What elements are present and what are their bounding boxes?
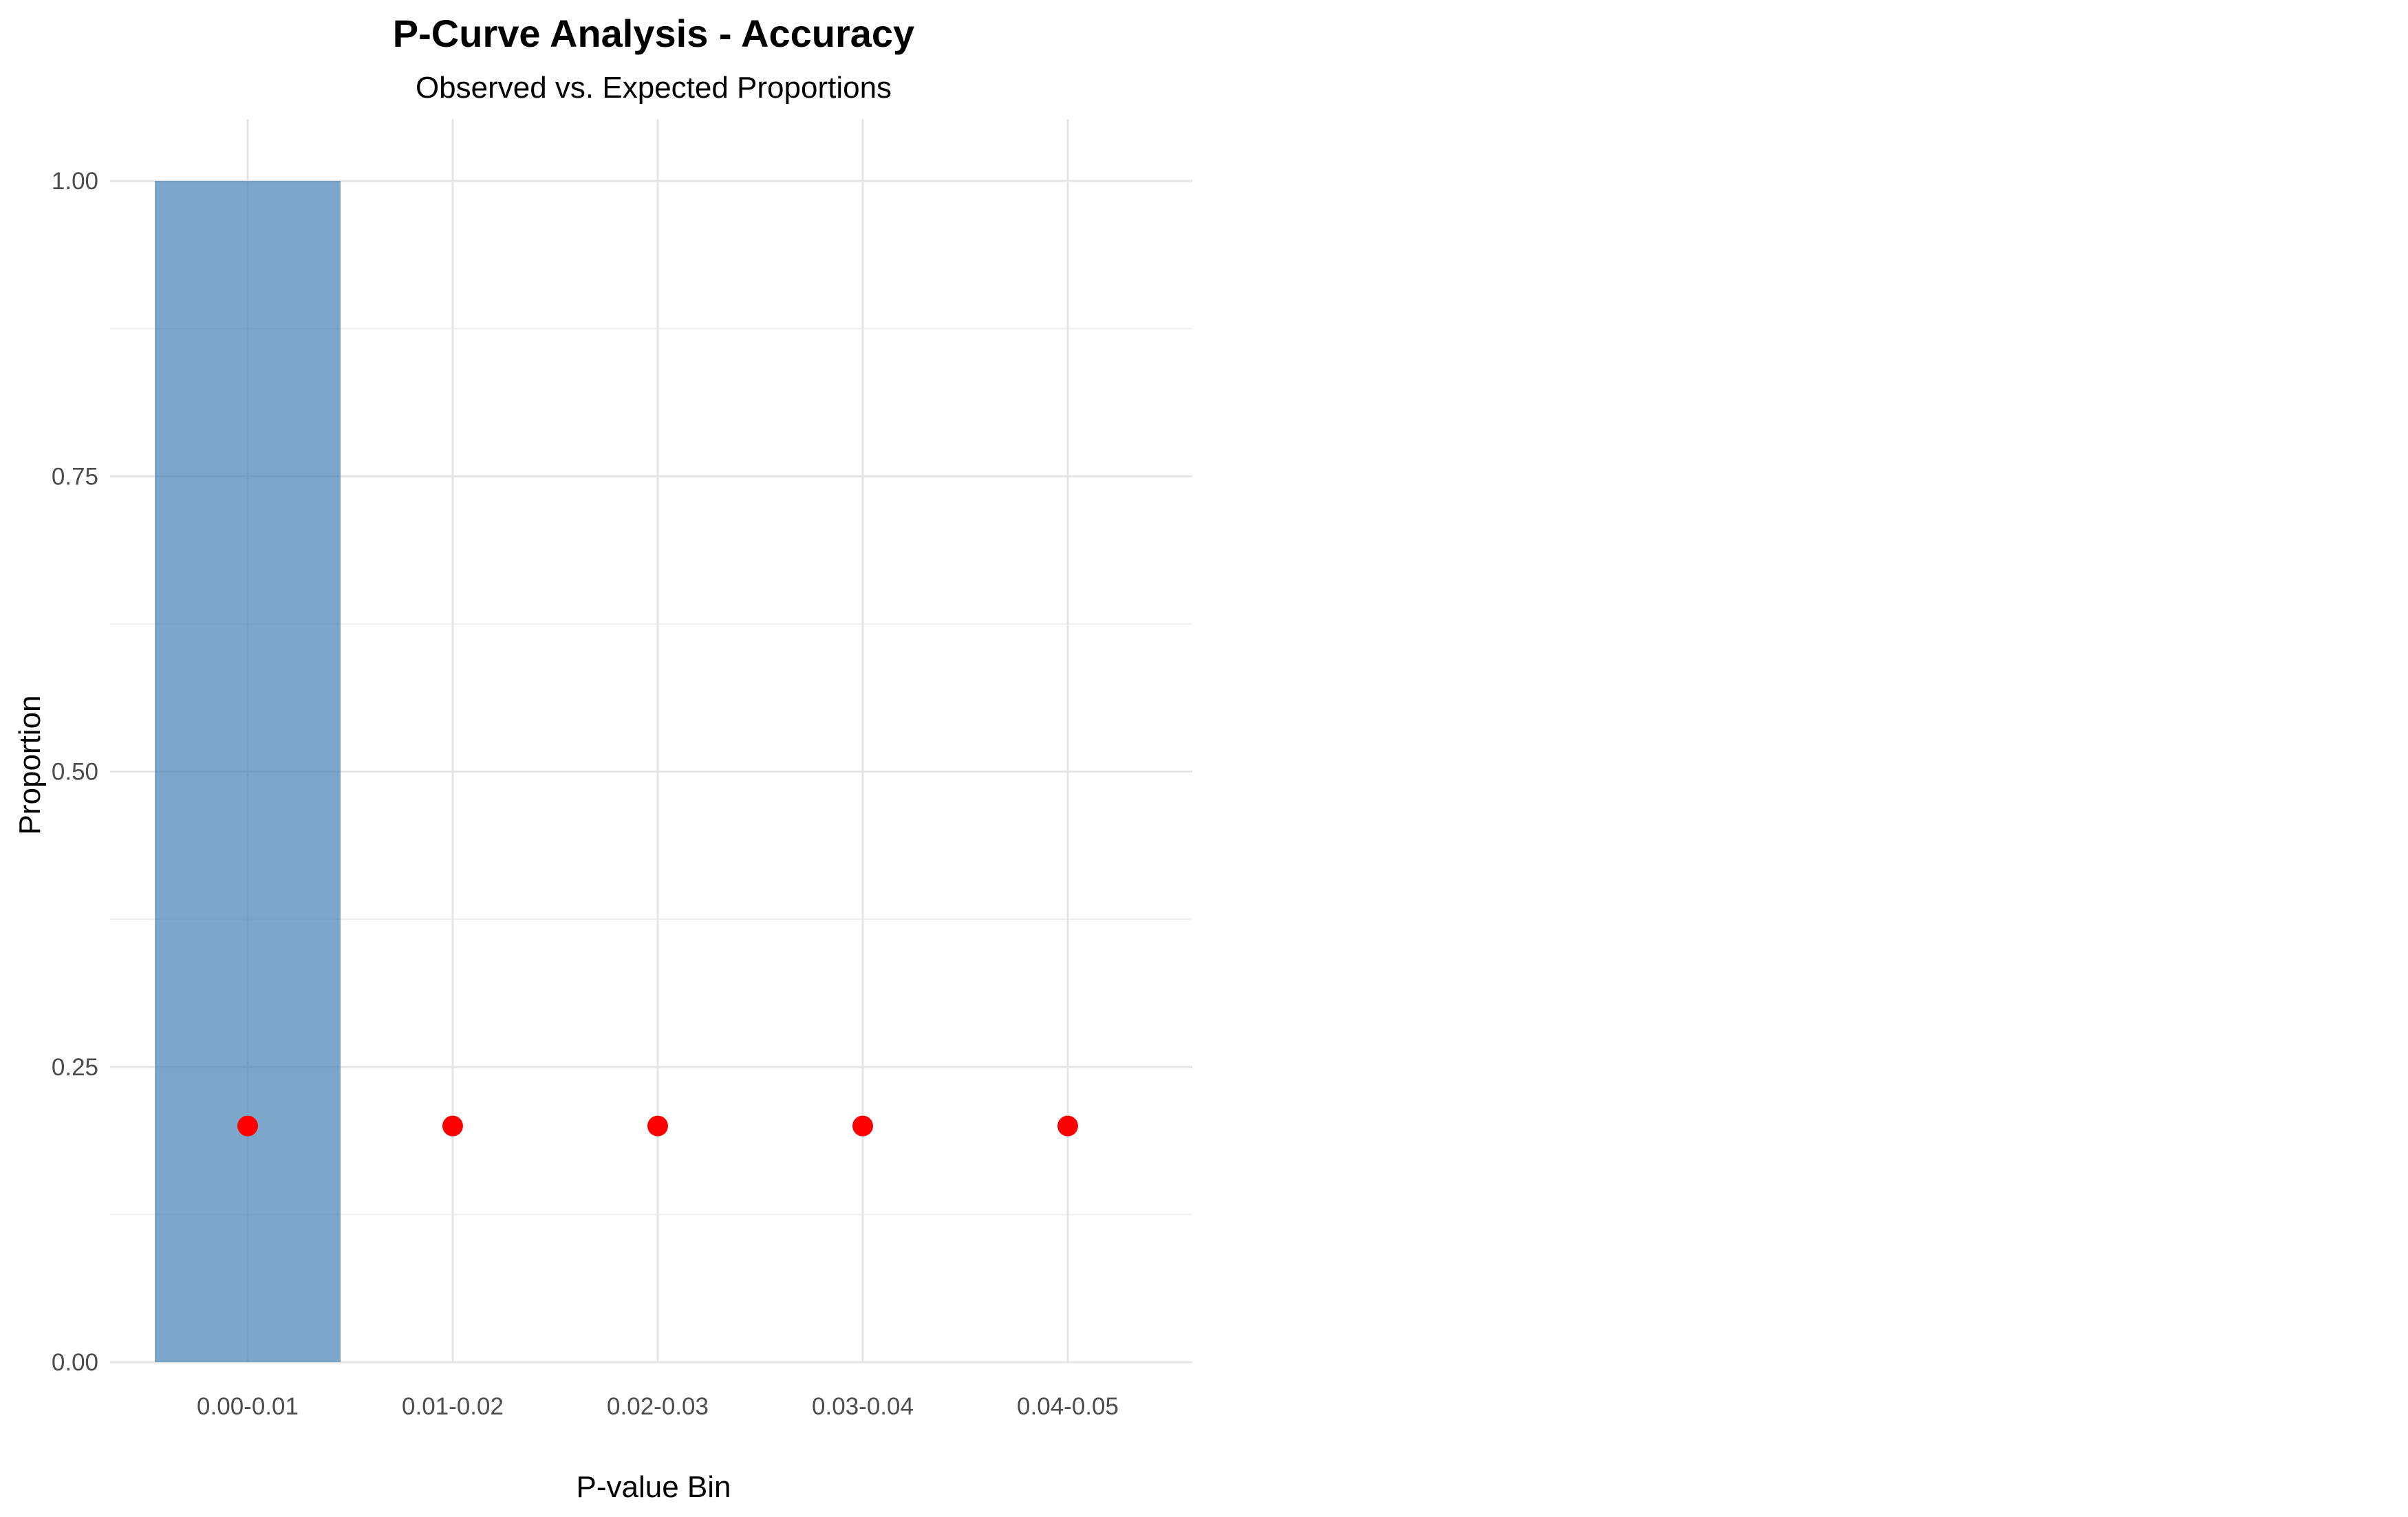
expected-points (237, 1115, 1078, 1137)
chart-title: P-Curve Analysis - Accuracy (393, 12, 914, 55)
y-tick-label: 1.00 (52, 168, 98, 195)
point-0.04-0.05 (1057, 1115, 1078, 1137)
y-axis-ticks: 0.00 0.25 0.50 0.75 1.00 (52, 168, 98, 1376)
y-tick-label: 0.50 (52, 759, 98, 786)
x-tick-label: 0.00-0.01 (197, 1393, 299, 1420)
x-tick-label: 0.01-0.02 (402, 1393, 504, 1420)
x-tick-label: 0.03-0.04 (812, 1393, 914, 1420)
point-0.03-0.04 (852, 1115, 873, 1137)
y-tick-label: 0.25 (52, 1054, 98, 1081)
x-tick-label: 0.04-0.05 (1017, 1393, 1119, 1420)
y-tick-label: 0.75 (52, 463, 98, 490)
x-axis-ticks: 0.00-0.01 0.01-0.02 0.02-0.03 0.03-0.04 0.04… (197, 1393, 1119, 1420)
bar-0.00-0.01 (155, 181, 341, 1362)
point-0.02-0.03 (647, 1115, 668, 1137)
y-tick-label: 0.00 (52, 1349, 98, 1376)
x-axis-title: P-value Bin (576, 1470, 731, 1504)
point-0.00-0.01 (237, 1115, 258, 1137)
y-axis-title: Proportion (13, 695, 47, 835)
x-tick-label: 0.02-0.03 (607, 1393, 709, 1420)
chart-subtitle: Observed vs. Expected Proportions (416, 71, 892, 105)
point-0.01-0.02 (442, 1115, 463, 1137)
observed-bars (155, 181, 341, 1362)
